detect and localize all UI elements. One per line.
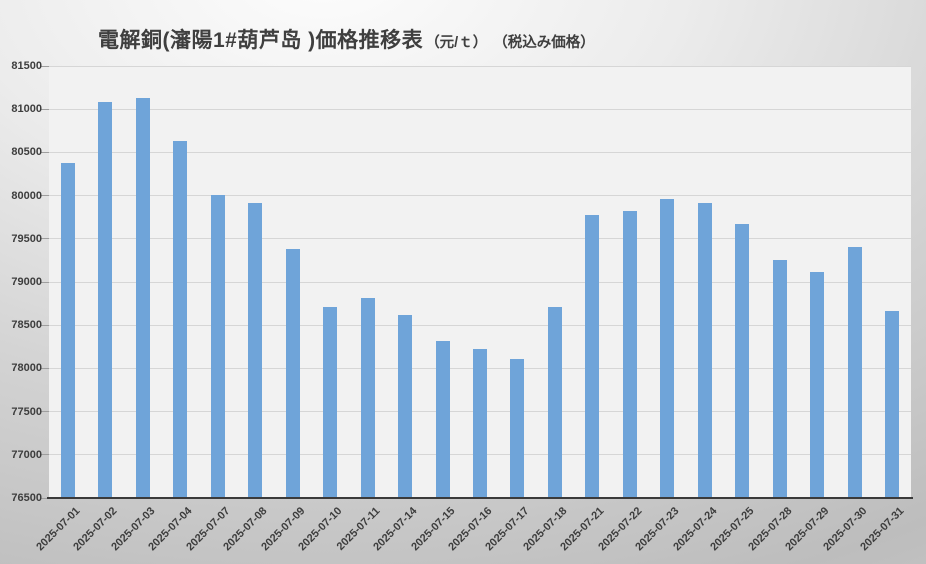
gridline bbox=[49, 281, 911, 283]
y-axis-label: 79500 bbox=[11, 232, 42, 245]
y-axis-label: 78500 bbox=[11, 319, 42, 332]
y-axis-tick bbox=[41, 411, 49, 413]
bar-2025-07-17 bbox=[510, 358, 525, 498]
y-axis-label: 80000 bbox=[11, 189, 42, 202]
y-axis-tick bbox=[41, 195, 49, 197]
y-axis-label: 81500 bbox=[11, 60, 42, 72]
bar-2025-07-21 bbox=[585, 215, 600, 498]
y-axis-tick bbox=[41, 65, 49, 67]
y-axis-tick bbox=[41, 238, 49, 240]
bar-2025-07-10 bbox=[323, 307, 338, 498]
y-axis-tick bbox=[41, 367, 49, 369]
gridline bbox=[49, 108, 911, 110]
bar-2025-07-15 bbox=[435, 340, 450, 498]
bar-2025-07-01 bbox=[60, 162, 75, 498]
gridline bbox=[49, 238, 911, 240]
bar-2025-07-03 bbox=[135, 97, 150, 498]
bar-2025-07-18 bbox=[547, 307, 562, 498]
chart-title-main: 電解銅(瀋陽1#葫芦岛 )価格推移表 bbox=[98, 29, 424, 52]
bar-2025-07-23 bbox=[660, 199, 675, 498]
gridline bbox=[49, 324, 911, 326]
bar-2025-07-02 bbox=[98, 102, 113, 498]
bar-2025-07-30 bbox=[847, 246, 862, 498]
bar-2025-07-11 bbox=[360, 297, 375, 498]
y-axis-tick bbox=[41, 324, 49, 326]
y-axis-label: 80500 bbox=[11, 146, 42, 159]
bar-2025-07-31 bbox=[885, 310, 900, 498]
bar-2025-07-16 bbox=[473, 349, 487, 498]
y-axis-label: 81000 bbox=[11, 103, 42, 116]
bar-2025-07-07 bbox=[210, 194, 225, 498]
bar-2025-07-25 bbox=[735, 224, 750, 498]
y-axis-label: 76500 bbox=[11, 492, 42, 504]
y-axis-tick bbox=[41, 151, 49, 153]
y-axis-tick bbox=[41, 108, 49, 110]
chart-title-note: （税込み価格） bbox=[493, 35, 595, 51]
bar-2025-07-28 bbox=[772, 259, 787, 498]
chart-title: 電解銅(瀋陽1#葫芦岛 )価格推移表 （元/ｔ） （税込み価格） bbox=[98, 24, 595, 54]
y-axis-tick bbox=[41, 497, 49, 499]
gridline bbox=[49, 65, 911, 67]
bar-2025-07-22 bbox=[622, 211, 637, 498]
y-axis-label: 77000 bbox=[11, 448, 42, 461]
gridline bbox=[49, 151, 911, 153]
y-axis-tick bbox=[41, 281, 49, 283]
y-axis-tick bbox=[41, 454, 49, 456]
bar-2025-07-08 bbox=[248, 202, 263, 498]
bar-2025-07-04 bbox=[173, 141, 188, 498]
bar-2025-07-24 bbox=[697, 202, 712, 498]
x-axis-line bbox=[47, 497, 913, 499]
bar-2025-07-29 bbox=[810, 272, 825, 498]
bar-2025-07-09 bbox=[285, 249, 300, 498]
gridline bbox=[49, 195, 911, 197]
y-axis-label: 79000 bbox=[11, 276, 42, 288]
bar-2025-07-14 bbox=[398, 314, 413, 498]
y-axis-label: 77500 bbox=[11, 405, 42, 418]
chart-title-units: （元/ｔ） bbox=[425, 35, 488, 51]
y-axis-label: 78000 bbox=[11, 362, 42, 375]
